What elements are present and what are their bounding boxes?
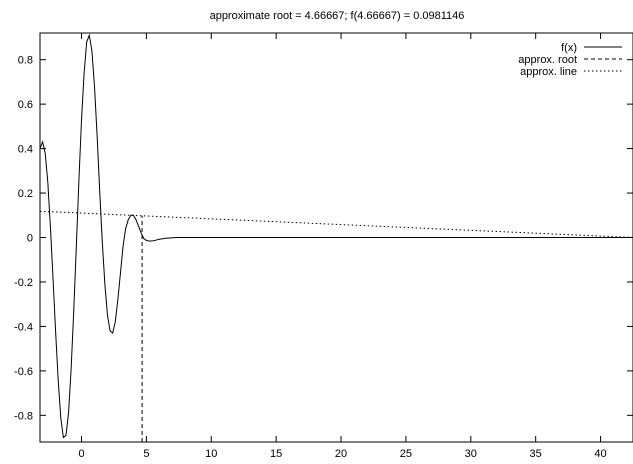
x-tick-label: 30 [465, 448, 477, 460]
y-tick-label: -0.8 [14, 410, 33, 422]
x-tick-label: 0 [78, 448, 84, 460]
x-tick-label: 40 [594, 448, 606, 460]
y-tick-label: 0.4 [18, 144, 33, 156]
series-line-2 [40, 210, 633, 238]
x-tick-label: 5 [143, 448, 149, 460]
y-tick-label: -0.2 [14, 277, 33, 289]
legend-label: f(x) [561, 42, 577, 54]
y-tick-label: 0.8 [18, 55, 33, 67]
series-layer [40, 33, 633, 442]
y-tick-label: 0.6 [18, 99, 33, 111]
x-tick-label: 10 [205, 448, 217, 460]
x-tick-label: 15 [270, 448, 282, 460]
legend-label: approx. line [520, 66, 577, 78]
y-axis: 0.8 0.6 0.4 0.2 0 -0.2 -0.4 -0.6 -0.8 [14, 55, 633, 422]
y-tick-label: 0 [27, 233, 33, 245]
x-tick-label: 35 [530, 448, 542, 460]
series-line-0 [40, 33, 633, 439]
y-tick-label: -0.4 [14, 321, 33, 333]
y-tick-label: -0.6 [14, 366, 33, 378]
x-tick-label: 20 [335, 448, 347, 460]
legend-label: approx. root [518, 54, 577, 66]
y-tick-label: 0.2 [18, 188, 33, 200]
x-tick-label: 25 [400, 448, 412, 460]
chart-title: approximate root = 4.66667; f(4.66667) =… [210, 10, 465, 22]
x-axis: 0 5 10 15 20 25 30 35 40 [78, 33, 607, 460]
